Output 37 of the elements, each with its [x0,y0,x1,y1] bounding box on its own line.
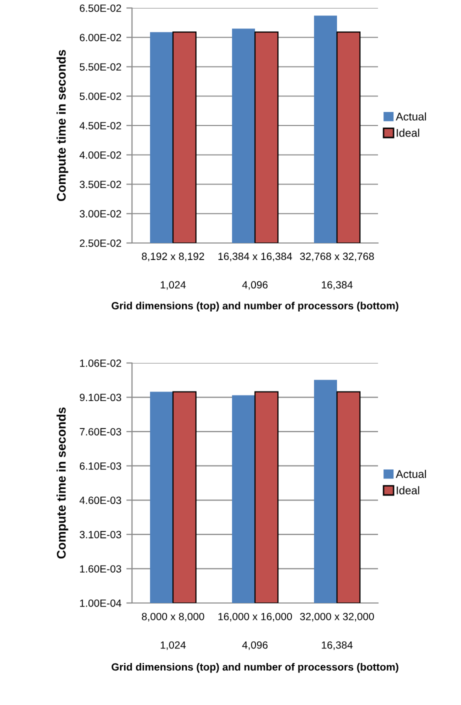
x-axis-title: Grid dimensions (top) and number of processors (bottom) [112,302,398,312]
y-tick-label: 3.10E-03 [80,530,122,538]
y-tick-label: 5.00E-02 [80,92,122,100]
y-tick-label: 9.10E-03 [80,394,122,402]
category-label: 16,384 x 16,384 4,096 [218,252,292,290]
y-tick-label: 1.06E-02 [80,360,122,367]
category-label: 8,192 x 8,192 1,024 [142,252,204,290]
y-axis-title: Compute time in seconds [56,50,68,202]
y-tick-label: 2.50E-02 [80,240,122,247]
y-tick-label: 6.00E-02 [80,34,122,42]
category-label: 32,000 x 32,000 16,384 [300,612,374,650]
category-label: 16,000 x 16,000 4,096 [218,612,292,650]
bar [232,395,255,603]
legend-label: Actual [396,112,426,121]
bar [336,391,361,603]
bar [172,391,197,603]
legend-label: Actual [396,470,426,478]
y-tick-label: 4.50E-02 [80,122,122,130]
y-tick-label: 4.60E-03 [80,496,122,504]
y-tick-label: 7.60E-03 [80,428,122,436]
y-tick-label: 3.00E-02 [80,210,122,218]
bar [150,392,173,603]
category-label: 32,768 x 32,768 16,384 [300,252,374,290]
y-tick-label: 1.00E-04 [80,600,122,607]
y-axis-title: Compute time in seconds [56,407,68,559]
y-tick-label: 6.10E-03 [80,462,122,470]
y-tick-label: 6.50E-02 [80,4,122,12]
y-tick-label: 3.50E-02 [80,180,122,188]
bar [314,380,337,603]
y-tick-label: 5.50E-02 [80,63,122,71]
bar [254,391,279,603]
x-axis-title: Grid dimensions (top) and number of processors (bottom) [112,663,398,673]
legend-label: Ideal [396,486,420,494]
category-label: 8,000 x 8,000 1,024 [142,612,204,650]
y-tick-label: 1.60E-03 [80,565,122,573]
y-tick-label: 4.00E-02 [80,151,122,159]
legend-label: Ideal [396,128,420,137]
